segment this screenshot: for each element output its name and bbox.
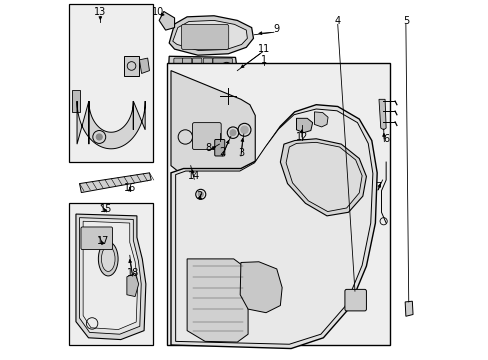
FancyBboxPatch shape [174, 58, 183, 76]
Text: 6: 6 [382, 134, 388, 144]
Polygon shape [159, 12, 174, 30]
Text: 13: 13 [94, 7, 106, 17]
Text: 8: 8 [205, 143, 211, 153]
FancyBboxPatch shape [192, 123, 221, 149]
Polygon shape [175, 109, 372, 344]
Text: 17: 17 [97, 236, 109, 246]
FancyBboxPatch shape [192, 58, 202, 76]
Ellipse shape [101, 246, 115, 271]
Circle shape [96, 134, 102, 140]
Polygon shape [280, 139, 366, 216]
Polygon shape [171, 105, 376, 348]
Text: 12: 12 [296, 132, 308, 142]
FancyBboxPatch shape [81, 227, 112, 249]
FancyBboxPatch shape [69, 203, 153, 345]
Polygon shape [169, 16, 253, 55]
Circle shape [230, 130, 235, 135]
Polygon shape [76, 214, 145, 339]
Polygon shape [187, 259, 247, 342]
FancyBboxPatch shape [182, 58, 191, 76]
FancyBboxPatch shape [167, 63, 389, 345]
FancyBboxPatch shape [214, 139, 224, 156]
Polygon shape [77, 101, 145, 149]
Polygon shape [285, 142, 362, 212]
Polygon shape [126, 273, 139, 297]
Text: 9: 9 [273, 24, 279, 35]
Text: 14: 14 [188, 171, 200, 181]
Text: 2: 2 [219, 147, 225, 157]
Text: 15: 15 [100, 204, 112, 215]
Circle shape [241, 126, 247, 134]
Polygon shape [83, 221, 137, 329]
Text: 2: 2 [196, 191, 203, 201]
Text: 10: 10 [152, 7, 164, 17]
Text: 4: 4 [334, 17, 340, 27]
Polygon shape [80, 218, 141, 334]
Polygon shape [72, 90, 80, 112]
Polygon shape [405, 301, 412, 316]
Text: 1: 1 [261, 55, 267, 65]
Text: 5: 5 [402, 17, 408, 27]
Circle shape [198, 192, 203, 197]
FancyBboxPatch shape [344, 289, 366, 311]
Text: 18: 18 [126, 268, 139, 278]
FancyBboxPatch shape [69, 4, 153, 162]
Polygon shape [124, 56, 139, 76]
Polygon shape [378, 99, 386, 130]
Polygon shape [171, 71, 255, 173]
Text: 16: 16 [123, 183, 136, 193]
Polygon shape [240, 262, 282, 313]
Text: 3: 3 [237, 148, 244, 158]
Polygon shape [296, 118, 312, 133]
Polygon shape [172, 21, 247, 50]
Text: 7: 7 [374, 182, 380, 192]
Ellipse shape [98, 242, 118, 276]
Polygon shape [139, 58, 149, 73]
FancyBboxPatch shape [203, 58, 212, 76]
FancyBboxPatch shape [212, 58, 232, 76]
FancyBboxPatch shape [181, 24, 228, 49]
Polygon shape [80, 173, 151, 193]
Polygon shape [314, 112, 327, 127]
Text: 11: 11 [258, 44, 270, 54]
Polygon shape [168, 56, 237, 80]
